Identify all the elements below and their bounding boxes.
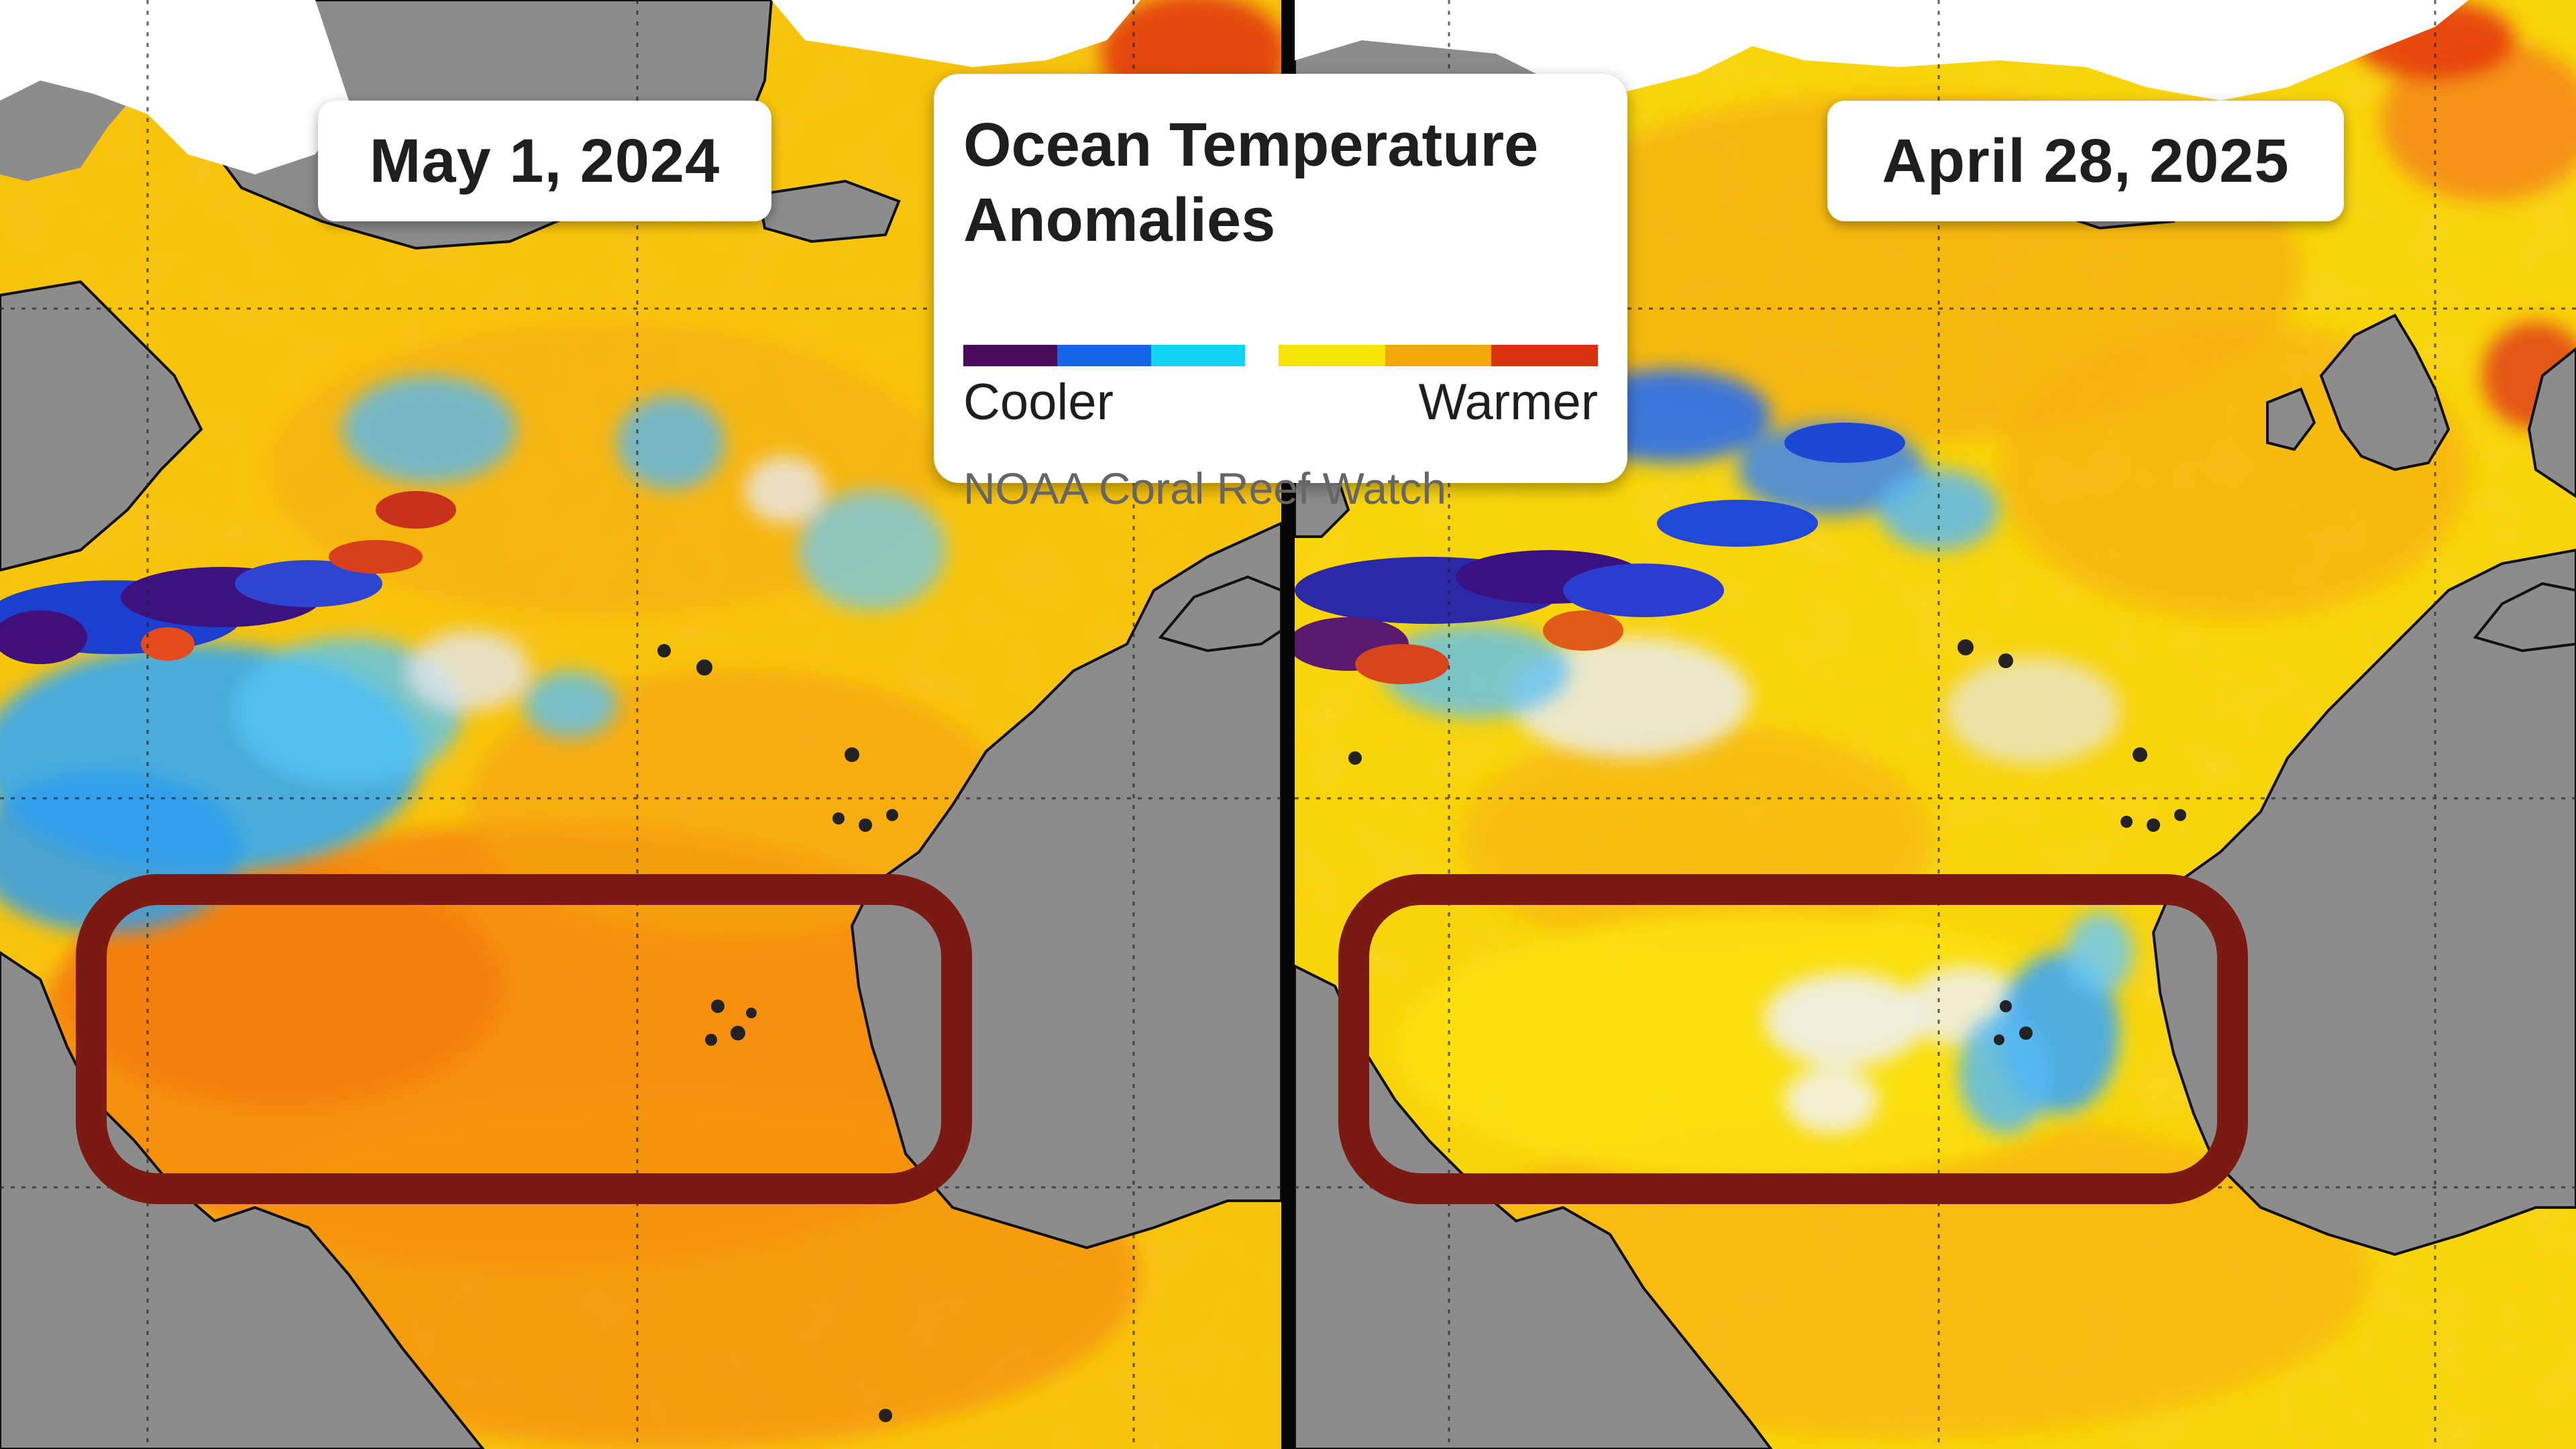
legend-warm-swatch-3: [1491, 345, 1599, 366]
highlight-region-2025: [1338, 874, 2248, 1204]
legend-title: Ocean Temperature Anomalies: [963, 111, 1539, 254]
legend-card: Ocean Temperature Anomalies Cooler Warme…: [934, 74, 1627, 513]
legend-cooler-label: Cooler: [963, 374, 1114, 431]
legend-source-credit: NOAA Coral Reef Watch: [963, 464, 1447, 513]
legend-warm-swatch-1: [1279, 345, 1385, 366]
date-label-2024: May 1, 2024: [318, 101, 771, 221]
date-label-2025: April 28, 2025: [1827, 101, 2344, 221]
legend-cool-swatch-2: [1057, 345, 1151, 366]
legend-warm-swatch-2: [1385, 345, 1492, 366]
legend-cool-color-bar: [963, 345, 1245, 366]
legend-cool-swatch-3: [1151, 345, 1245, 366]
highlight-region-2024: [76, 874, 972, 1204]
legend-warmer-label: Warmer: [1418, 374, 1598, 431]
map-panel-2025: April 28, 2025: [1295, 0, 2576, 1449]
legend-warm-color-bar: [1279, 345, 1599, 366]
legend-cool-swatch-1: [963, 345, 1057, 366]
